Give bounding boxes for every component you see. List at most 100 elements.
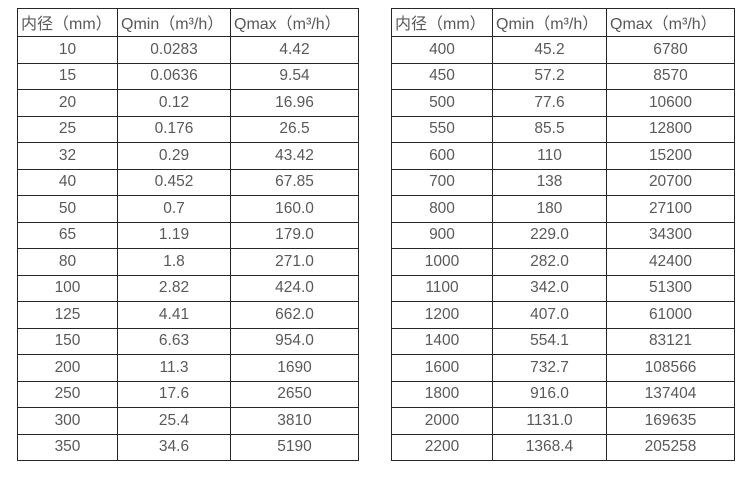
table-row: 1600 732.7 108566 <box>391 354 735 382</box>
header-cell-qmin: Qmin（m³/h） <box>117 8 231 37</box>
cell-qmin: 138 <box>492 168 607 196</box>
cell-qmin: 554.1 <box>492 327 607 355</box>
cell-diameter: 1800 <box>391 380 493 408</box>
cell-diameter: 800 <box>391 195 493 223</box>
table-row: 600 110 15200 <box>391 142 735 170</box>
flow-table-right-head: 内径（mm） Qmin（m³/h） Qmax（m³/h） <box>391 8 735 37</box>
cell-diameter: 900 <box>391 221 493 249</box>
cell-diameter: 600 <box>391 142 493 170</box>
table-row: 400 45.2 6780 <box>391 36 735 64</box>
cell-diameter: 32 <box>17 142 118 170</box>
cell-qmax: 8570 <box>606 62 735 90</box>
cell-qmax: 15200 <box>606 142 735 170</box>
header-cell-diameter: 内径（mm） <box>391 8 493 37</box>
table-row: 300 25.4 3810 <box>17 407 359 435</box>
cell-diameter: 1000 <box>391 248 493 276</box>
cell-qmin: 1131.0 <box>492 407 607 435</box>
cell-qmin: 342.0 <box>492 274 607 302</box>
cell-qmin: 0.29 <box>117 142 231 170</box>
cell-qmax: 5190 <box>230 433 359 461</box>
cell-diameter: 1400 <box>391 327 493 355</box>
cell-qmin: 4.41 <box>117 301 231 329</box>
cell-qmax: 67.85 <box>230 168 359 196</box>
cell-qmax: 10600 <box>606 89 735 117</box>
table-row: 900 229.0 34300 <box>391 221 735 249</box>
cell-qmin: 11.3 <box>117 354 231 382</box>
cell-diameter: 400 <box>391 36 493 64</box>
cell-qmax: 6780 <box>606 36 735 64</box>
cell-diameter: 65 <box>17 221 118 249</box>
cell-qmax: 3810 <box>230 407 359 435</box>
table-row: 2200 1368.4 205258 <box>391 433 735 461</box>
table-row: 200 11.3 1690 <box>17 354 359 382</box>
cell-qmax: 108566 <box>606 354 735 382</box>
table-row: 450 57.2 8570 <box>391 62 735 90</box>
cell-qmin: 0.176 <box>117 115 231 143</box>
cell-qmin: 229.0 <box>492 221 607 249</box>
cell-qmax: 20700 <box>606 168 735 196</box>
table-row: 1800 916.0 137404 <box>391 380 735 408</box>
table-row: 1000 282.0 42400 <box>391 248 735 276</box>
table-row: 550 85.5 12800 <box>391 115 735 143</box>
cell-qmin: 1.19 <box>117 221 231 249</box>
cell-qmax: 12800 <box>606 115 735 143</box>
cell-diameter: 300 <box>17 407 118 435</box>
header-cell-qmin: Qmin（m³/h） <box>492 8 607 37</box>
cell-diameter: 40 <box>17 168 118 196</box>
cell-qmin: 85.5 <box>492 115 607 143</box>
cell-diameter: 1100 <box>391 274 493 302</box>
cell-qmin: 110 <box>492 142 607 170</box>
cell-qmin: 17.6 <box>117 380 231 408</box>
cell-qmin: 0.7 <box>117 195 231 223</box>
cell-qmax: 424.0 <box>230 274 359 302</box>
table-row: 25 0.176 26.5 <box>17 115 359 143</box>
cell-qmin: 77.6 <box>492 89 607 117</box>
table-row: 1200 407.0 61000 <box>391 301 735 329</box>
cell-qmax: 16.96 <box>230 89 359 117</box>
flow-table-left: 内径（mm） Qmin（m³/h） Qmax（m³/h） 10 0.0283 4.42 1… <box>17 8 359 461</box>
cell-qmin: 57.2 <box>492 62 607 90</box>
cell-diameter: 125 <box>17 301 118 329</box>
cell-qmax: 51300 <box>606 274 735 302</box>
cell-diameter: 50 <box>17 195 118 223</box>
header-cell-qmax: Qmax（m³/h） <box>606 8 735 37</box>
header-cell-diameter: 内径（mm） <box>17 8 118 37</box>
table-row: 100 2.82 424.0 <box>17 274 359 302</box>
header-row: 内径（mm） Qmin（m³/h） Qmax（m³/h） <box>17 8 359 37</box>
cell-qmin: 180 <box>492 195 607 223</box>
flow-table-left-body: 10 0.0283 4.42 15 0.0636 9.54 20 0.12 16.96 25 0.1… <box>17 36 359 461</box>
table-row: 250 17.6 2650 <box>17 380 359 408</box>
cell-qmin: 25.4 <box>117 407 231 435</box>
cell-qmin: 2.82 <box>117 274 231 302</box>
cell-qmax: 34300 <box>606 221 735 249</box>
table-row: 1100 342.0 51300 <box>391 274 735 302</box>
table-row: 10 0.0283 4.42 <box>17 36 359 64</box>
cell-diameter: 350 <box>17 433 118 461</box>
cell-qmax: 26.5 <box>230 115 359 143</box>
flow-table-left-head: 内径（mm） Qmin（m³/h） Qmax（m³/h） <box>17 8 359 37</box>
cell-diameter: 2000 <box>391 407 493 435</box>
cell-diameter: 25 <box>17 115 118 143</box>
table-row: 800 180 27100 <box>391 195 735 223</box>
cell-qmin: 282.0 <box>492 248 607 276</box>
cell-qmax: 43.42 <box>230 142 359 170</box>
cell-qmax: 169635 <box>606 407 735 435</box>
header-cell-qmax: Qmax（m³/h） <box>230 8 359 37</box>
cell-qmax: 42400 <box>606 248 735 276</box>
cell-qmin: 1368.4 <box>492 433 607 461</box>
table-row: 350 34.6 5190 <box>17 433 359 461</box>
cell-qmin: 34.6 <box>117 433 231 461</box>
cell-qmin: 0.0636 <box>117 62 231 90</box>
cell-diameter: 20 <box>17 89 118 117</box>
cell-qmin: 0.12 <box>117 89 231 117</box>
table-row: 125 4.41 662.0 <box>17 301 359 329</box>
cell-qmin: 407.0 <box>492 301 607 329</box>
cell-diameter: 550 <box>391 115 493 143</box>
table-row: 40 0.452 67.85 <box>17 168 359 196</box>
cell-diameter: 500 <box>391 89 493 117</box>
table-row: 2000 1131.0 169635 <box>391 407 735 435</box>
cell-qmax: 2650 <box>230 380 359 408</box>
cell-diameter: 200 <box>17 354 118 382</box>
table-row: 65 1.19 179.0 <box>17 221 359 249</box>
cell-diameter: 450 <box>391 62 493 90</box>
